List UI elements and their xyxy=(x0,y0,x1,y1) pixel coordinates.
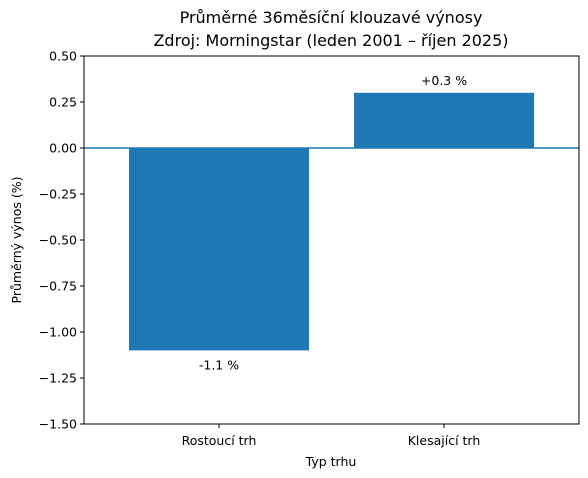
bar-2 xyxy=(354,92,534,148)
chart-subtitle: Zdroj: Morningstar (leden 2001 – říjen 2… xyxy=(153,31,508,50)
y-tick-label-6: −0.25 xyxy=(39,187,77,202)
y-tick-label-3: −1.00 xyxy=(39,325,77,340)
y-tick-label-2: −1.25 xyxy=(39,371,77,386)
y-tick-label-7: 0.00 xyxy=(49,141,77,156)
y-axis-label: Průměrný výnos (%) xyxy=(9,177,24,304)
bar-value-label-1: -1.1 % xyxy=(199,357,239,372)
y-tick-label-1: −1.50 xyxy=(39,417,77,432)
chart-title: Průměrné 36měsíční klouzavé výnosy xyxy=(180,8,483,27)
x-axis-label: Typ trhu xyxy=(305,454,357,469)
bar-value-label-2: +0.3 % xyxy=(421,73,467,88)
y-tick-label-5: −0.50 xyxy=(39,233,77,248)
y-tick-label-8: 0.25 xyxy=(49,95,77,110)
x-tick-label-1: Rostoucí trh xyxy=(182,433,257,448)
y-tick-label-9: 0.50 xyxy=(49,49,77,64)
x-tick-label-2: Klesající trh xyxy=(408,433,481,448)
y-tick-label-4: −0.75 xyxy=(39,279,77,294)
bar-1 xyxy=(129,148,309,351)
